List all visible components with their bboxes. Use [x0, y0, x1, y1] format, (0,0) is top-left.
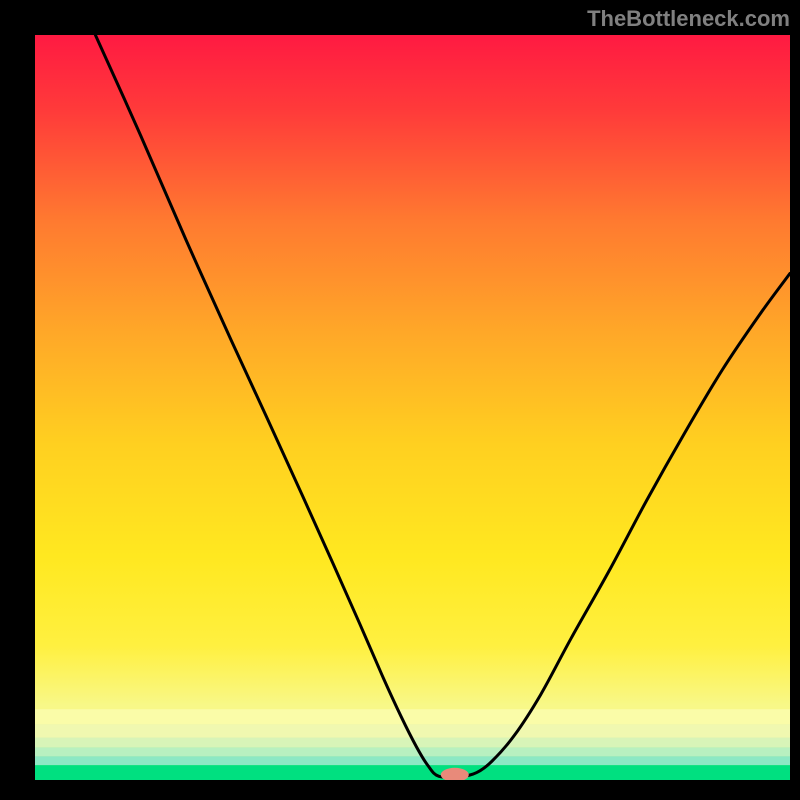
plot-svg	[35, 35, 790, 780]
color-band	[35, 724, 790, 737]
plot-area	[35, 35, 790, 780]
watermark-text: TheBottleneck.com	[587, 6, 790, 32]
bottom-color-bands	[35, 709, 790, 780]
gradient-background	[35, 35, 790, 780]
color-band	[35, 747, 790, 756]
color-band	[35, 756, 790, 765]
color-band	[35, 765, 790, 780]
chart-container: TheBottleneck.com	[0, 0, 800, 800]
color-band	[35, 709, 790, 724]
